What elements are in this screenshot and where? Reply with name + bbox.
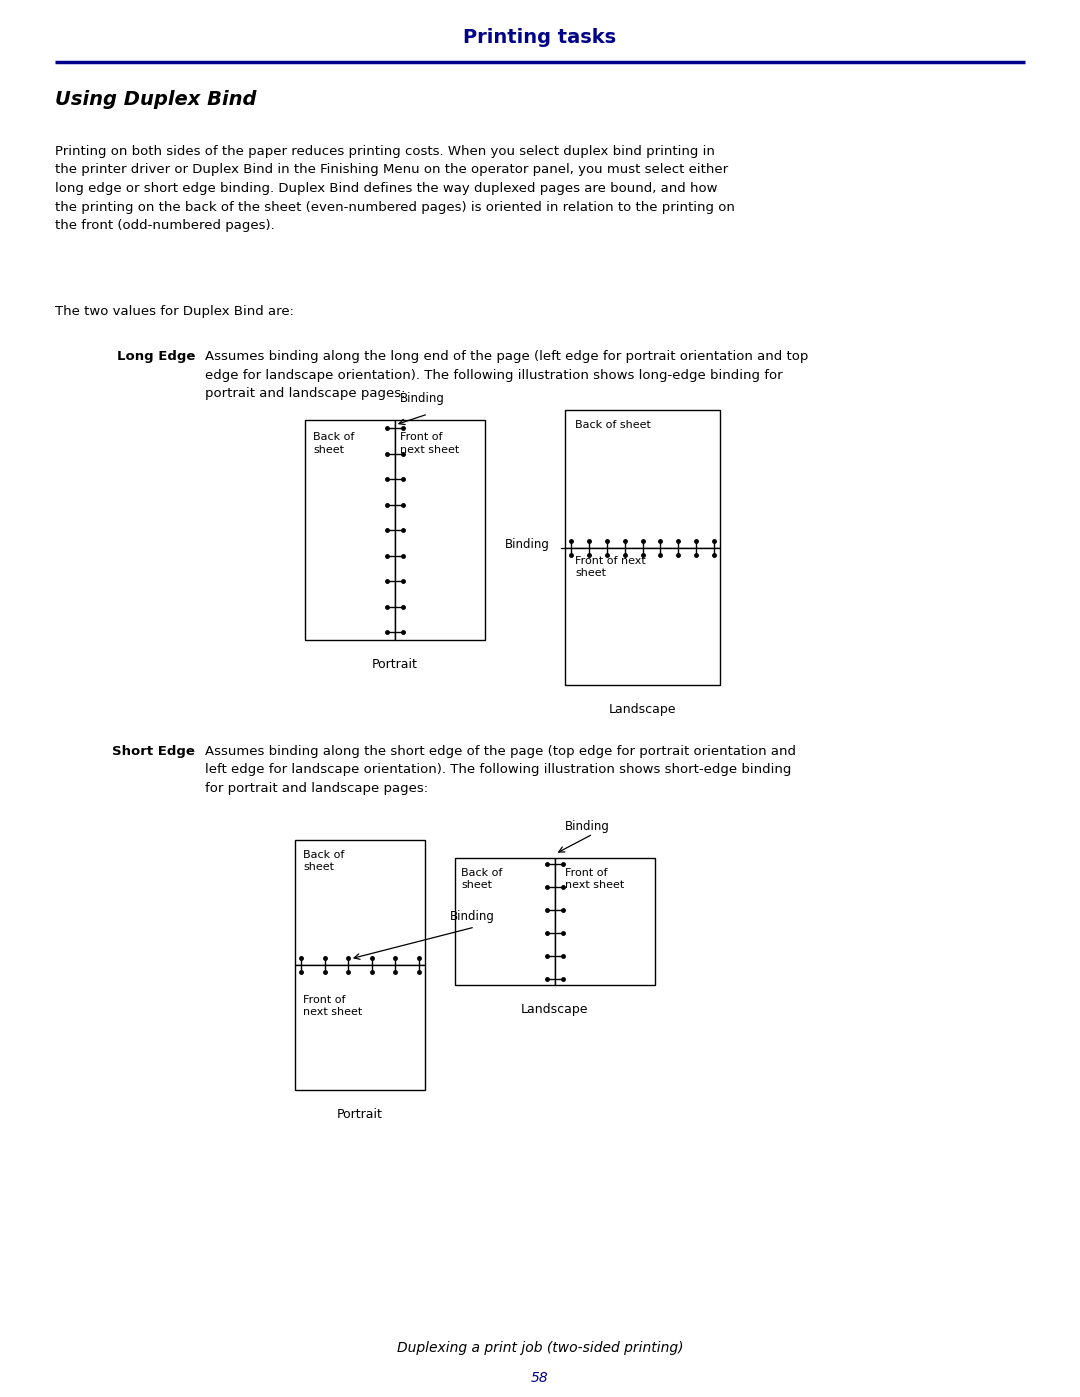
Bar xyxy=(295,965,426,1090)
Text: Binding: Binding xyxy=(400,393,445,405)
Text: Back of
sheet: Back of sheet xyxy=(313,432,354,455)
Text: Printing tasks: Printing tasks xyxy=(463,28,617,47)
Text: Front of
next sheet: Front of next sheet xyxy=(400,432,459,455)
Bar xyxy=(455,858,555,985)
Text: Portrait: Portrait xyxy=(337,1108,383,1120)
Text: Back of
sheet: Back of sheet xyxy=(303,849,345,872)
Bar xyxy=(555,858,654,985)
Bar xyxy=(565,409,720,548)
Text: Using Duplex Bind: Using Duplex Bind xyxy=(55,89,257,109)
Text: Binding: Binding xyxy=(505,538,550,550)
Text: Front of
next sheet: Front of next sheet xyxy=(565,868,624,890)
Text: Printing on both sides of the paper reduces printing costs. When you select dupl: Printing on both sides of the paper redu… xyxy=(55,145,734,232)
Text: Back of
sheet: Back of sheet xyxy=(461,868,502,890)
Text: Front of
next sheet: Front of next sheet xyxy=(303,995,362,1017)
Text: The two values for Duplex Bind are:: The two values for Duplex Bind are: xyxy=(55,305,294,319)
Text: Assumes binding along the short edge of the page (top edge for portrait orientat: Assumes binding along the short edge of … xyxy=(205,745,796,795)
Text: Long Edge: Long Edge xyxy=(117,351,195,363)
Text: Short Edge: Short Edge xyxy=(112,745,195,759)
Text: Landscape: Landscape xyxy=(522,1003,589,1016)
Text: Assumes binding along the long end of the page (left edge for portrait orientati: Assumes binding along the long end of th… xyxy=(205,351,808,400)
Text: Portrait: Portrait xyxy=(373,658,418,671)
Text: Landscape: Landscape xyxy=(609,703,676,717)
Bar xyxy=(565,548,720,685)
Text: Binding: Binding xyxy=(565,820,610,833)
Bar xyxy=(295,840,426,965)
Text: Binding: Binding xyxy=(450,909,495,923)
Text: Back of sheet: Back of sheet xyxy=(575,420,651,430)
Text: 58: 58 xyxy=(531,1370,549,1384)
Bar xyxy=(305,420,395,640)
Text: Duplexing a print job (two-sided printing): Duplexing a print job (two-sided printin… xyxy=(396,1341,684,1355)
Text: Front of next
sheet: Front of next sheet xyxy=(575,556,646,578)
Bar xyxy=(395,420,485,640)
